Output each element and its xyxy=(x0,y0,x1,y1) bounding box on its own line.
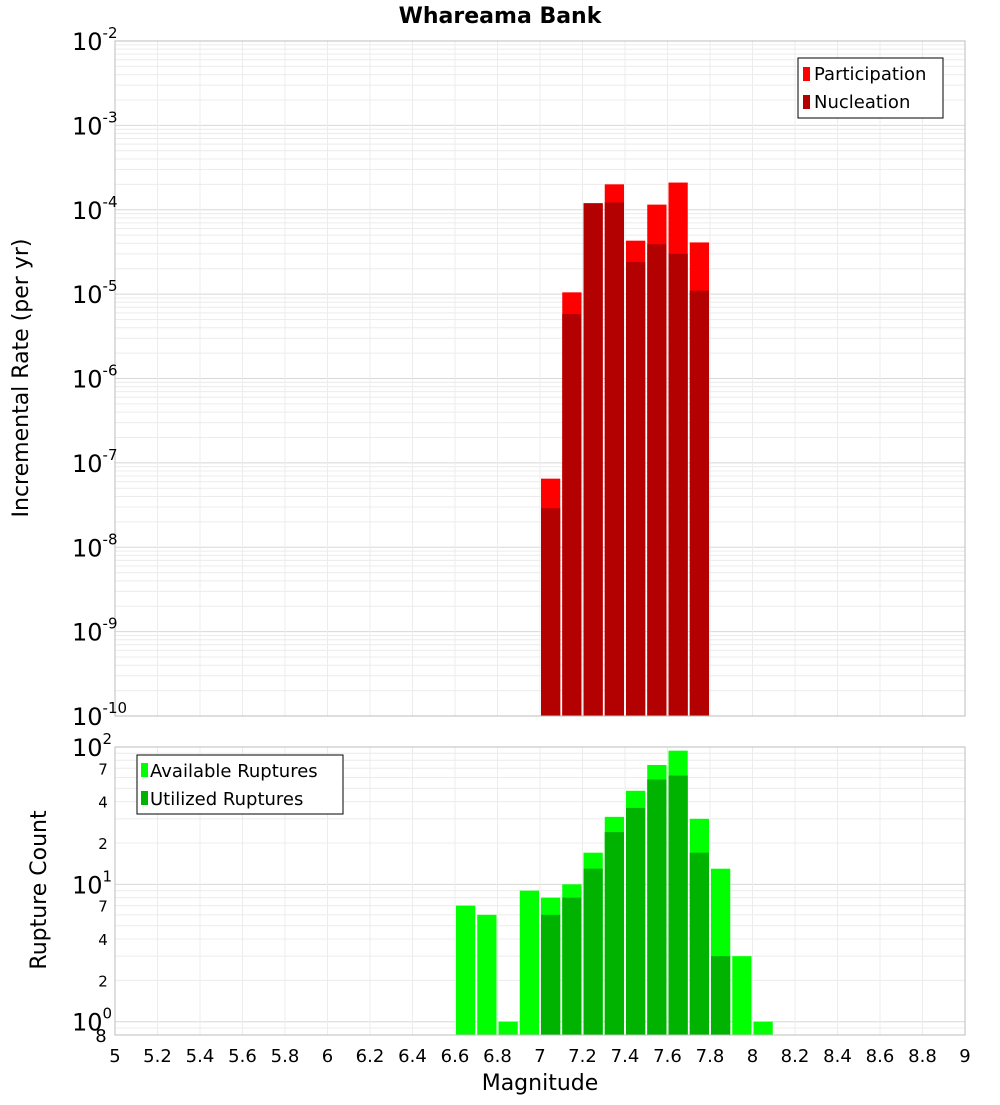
top-y-tick-label: 10-2 xyxy=(72,24,118,56)
x-tick-label: 8.8 xyxy=(908,1046,937,1067)
x-tick-label: 9 xyxy=(959,1046,970,1067)
bottom-y-minor-tick-label: 2 xyxy=(98,972,108,990)
bottom-y-minor-tick-label: 7 xyxy=(98,760,108,778)
available-ruptures-bar xyxy=(498,1021,518,1035)
utilized-ruptures-bar xyxy=(668,775,688,1035)
utilized-ruptures-bar xyxy=(604,832,624,1035)
utilized-ruptures-bar xyxy=(562,897,582,1035)
utilized-ruptures-bar xyxy=(583,868,603,1035)
top-y-tick-label: 10-8 xyxy=(72,530,118,562)
legend-label: Available Ruptures xyxy=(150,761,318,782)
bottom-y-tick-label: 100 xyxy=(72,1005,112,1037)
utilized-ruptures-bar xyxy=(689,852,709,1035)
bottom-y-minor-tick-label: 4 xyxy=(98,931,108,949)
top-y-tick-label: 10-10 xyxy=(72,699,127,731)
nucleation-bar xyxy=(583,203,603,717)
bottom-y-minor-tick-label: 2 xyxy=(98,835,108,853)
legend-label: Utilized Ruptures xyxy=(150,789,303,810)
top-y-tick-label: 10-3 xyxy=(72,108,118,140)
nucleation-bar xyxy=(668,253,688,716)
available-ruptures-bar xyxy=(753,1021,773,1035)
x-tick-label: 8.2 xyxy=(781,1046,810,1067)
x-tick-label: 6 xyxy=(322,1046,333,1067)
x-axis-label: Magnitude xyxy=(482,1071,599,1096)
x-tick-label: 5.2 xyxy=(143,1046,172,1067)
nucleation-bar xyxy=(562,314,582,716)
x-tick-label: 8.6 xyxy=(866,1046,895,1067)
top-y-tick-label: 10-4 xyxy=(72,193,118,225)
top-y-axis-label: Incremental Rate (per yr) xyxy=(9,239,34,518)
legend-label: Participation xyxy=(814,64,926,85)
utilized-ruptures-bar xyxy=(626,807,646,1035)
utilized-ruptures-bar xyxy=(647,779,667,1035)
top-y-tick-label: 10-6 xyxy=(72,362,118,394)
legend-swatch xyxy=(141,791,148,805)
chart-title: Whareama Bank xyxy=(399,4,603,29)
x-tick-label: 8 xyxy=(747,1046,758,1067)
bottom-y-minor-tick-label: 7 xyxy=(98,898,108,916)
x-tick-label: 6.4 xyxy=(398,1046,427,1067)
x-tick-label: 5 xyxy=(109,1046,120,1067)
available-ruptures-bar xyxy=(519,890,539,1035)
x-tick-label: 7.4 xyxy=(611,1046,640,1067)
top-legend-box xyxy=(797,57,944,119)
bottom-legend-box xyxy=(136,754,344,815)
x-tick-label: 5.8 xyxy=(271,1046,300,1067)
legend-swatch xyxy=(803,95,810,109)
legend-swatch xyxy=(141,763,148,777)
nucleation-bar xyxy=(541,508,561,716)
top-plot-frame xyxy=(114,40,966,717)
bottom-plot-frame xyxy=(114,746,966,1036)
bottom-y-tick-label: 101 xyxy=(72,867,112,899)
top-y-tick-label: 10-5 xyxy=(72,277,118,309)
utilized-ruptures-bar xyxy=(541,914,561,1035)
x-tick-label: 5.6 xyxy=(228,1046,257,1067)
utilized-ruptures-bar xyxy=(711,956,731,1035)
x-tick-label: 5.4 xyxy=(186,1046,215,1067)
nucleation-bar xyxy=(689,290,709,716)
x-tick-label: 7.8 xyxy=(696,1046,725,1067)
nucleation-bar xyxy=(604,202,624,717)
bottom-y-minor-tick-label: 4 xyxy=(98,794,108,812)
x-tick-label: 6.2 xyxy=(356,1046,385,1067)
bottom-y-tick-label: 102 xyxy=(72,730,112,762)
bottom-y-axis-label: Rupture Count xyxy=(27,810,52,970)
available-ruptures-bar xyxy=(477,914,497,1035)
x-tick-label: 7.6 xyxy=(653,1046,682,1067)
legend-swatch xyxy=(803,67,810,81)
top-y-tick-label: 10-9 xyxy=(72,615,118,647)
nucleation-bar xyxy=(647,244,667,717)
x-tick-label: 7 xyxy=(534,1046,545,1067)
x-tick-label: 6.8 xyxy=(483,1046,512,1067)
x-tick-label: 8.4 xyxy=(823,1046,852,1067)
legend-label: Nucleation xyxy=(814,92,910,113)
x-tick-label: 7.2 xyxy=(568,1046,597,1067)
available-ruptures-bar xyxy=(456,905,476,1035)
top-y-tick-label: 10-7 xyxy=(72,446,118,478)
x-tick-label: 6.6 xyxy=(441,1046,470,1067)
nucleation-bar xyxy=(626,262,646,716)
bottom-y-min-label: 8 xyxy=(95,1026,106,1047)
available-ruptures-bar xyxy=(732,956,752,1035)
